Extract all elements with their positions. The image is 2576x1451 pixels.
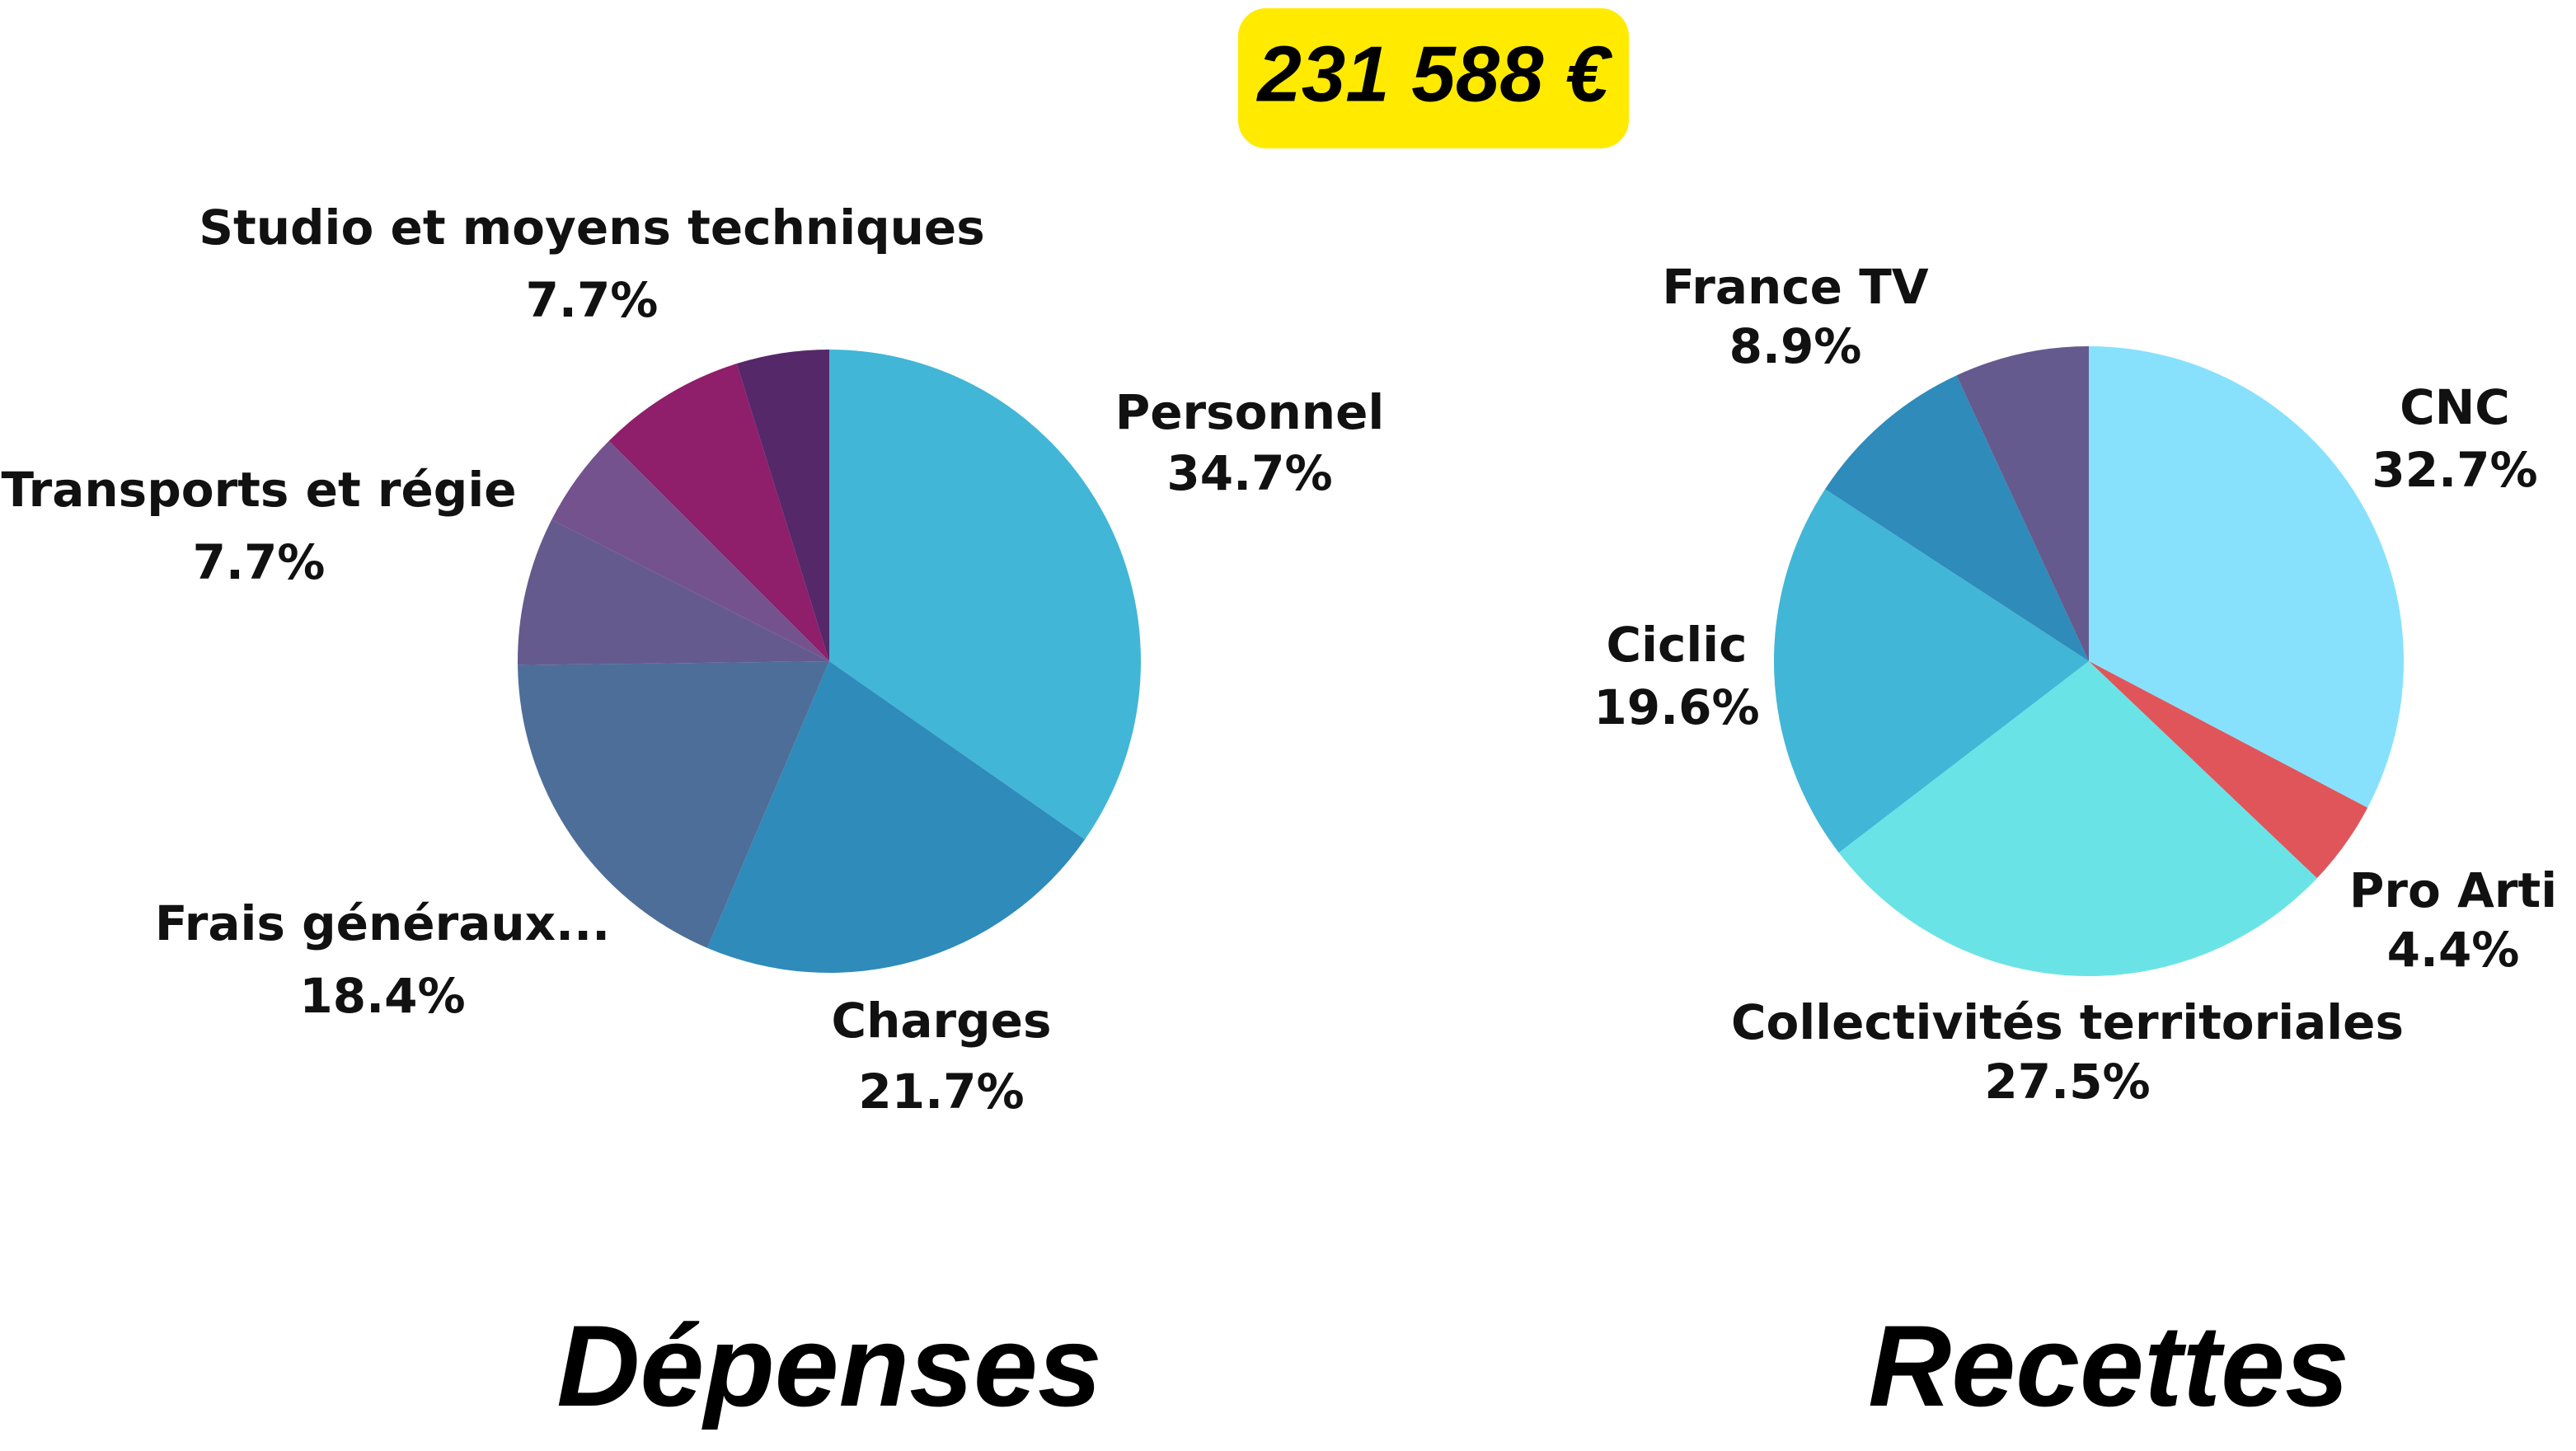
slice-value-label: 21.7% bbox=[858, 1064, 1024, 1120]
pie-slice bbox=[1838, 661, 2317, 976]
pie-slice bbox=[608, 364, 829, 661]
pie-slice bbox=[1773, 489, 2089, 853]
pie-slice bbox=[2089, 346, 2405, 808]
slice-label: Frais généraux... bbox=[155, 895, 610, 951]
pie-slice bbox=[2089, 661, 2368, 879]
slice-value-label: 34.7% bbox=[1166, 445, 1332, 501]
pie-slice bbox=[518, 519, 829, 665]
slice-value-label: 19.6% bbox=[1593, 679, 1759, 735]
slice-label: Pro Arti bbox=[2349, 862, 2557, 918]
slice-value-label: 7.7% bbox=[526, 272, 659, 328]
chart-title: Dépenses bbox=[556, 1301, 1101, 1430]
pie-slice bbox=[518, 661, 829, 948]
slice-label: Studio et moyens techniques bbox=[199, 200, 985, 256]
slice-value-label: 32.7% bbox=[2372, 442, 2537, 498]
pie-slice bbox=[1956, 346, 2089, 661]
slice-label: Personnel bbox=[1115, 384, 1385, 440]
pie-slice bbox=[736, 350, 829, 661]
pie-slice bbox=[551, 440, 829, 661]
pie-slice bbox=[829, 350, 1141, 840]
total-amount: 231 588 € bbox=[1255, 30, 1612, 118]
slice-label: Collectivités territoriales bbox=[1731, 994, 2404, 1050]
slice-value-label: 18.4% bbox=[299, 968, 465, 1024]
pie-slice bbox=[1825, 375, 2089, 661]
pie-slice bbox=[707, 661, 1085, 973]
slice-label: Transports et régie bbox=[1, 462, 516, 518]
slice-value-label: 8.9% bbox=[1729, 318, 1862, 374]
chart-title: Recettes bbox=[1868, 1301, 2349, 1430]
slice-value-label: 4.4% bbox=[2387, 922, 2520, 978]
slice-label: France TV bbox=[1662, 259, 1928, 315]
slice-value-label: 7.7% bbox=[193, 534, 326, 590]
total-badge bbox=[1238, 8, 1629, 148]
slice-value-label: 27.5% bbox=[1984, 1054, 2150, 1110]
slice-label: Ciclic bbox=[1607, 617, 1748, 673]
slice-label: Charges bbox=[832, 993, 1052, 1049]
slice-label: CNC bbox=[2400, 379, 2510, 435]
